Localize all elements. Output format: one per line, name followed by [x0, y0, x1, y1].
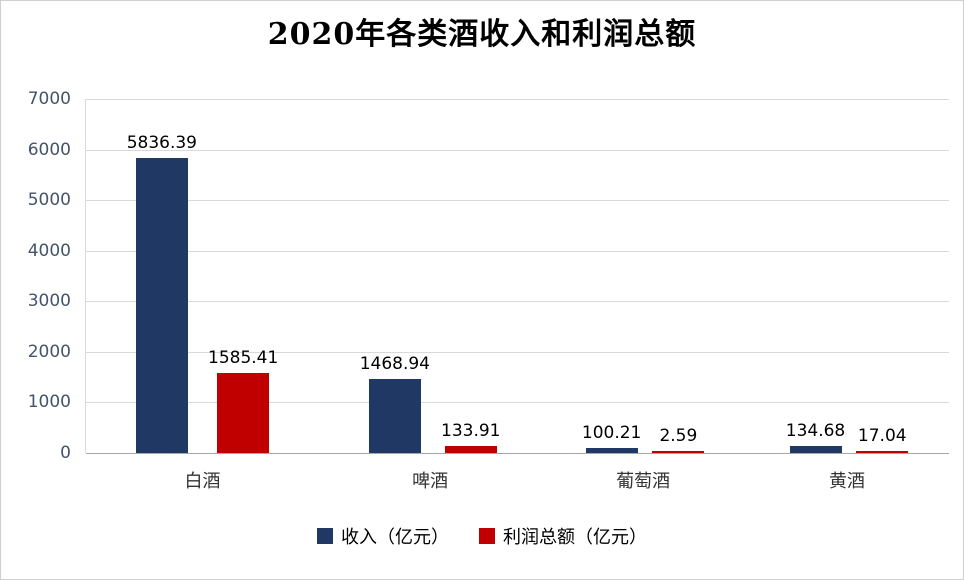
gridline — [86, 301, 949, 303]
legend-swatch-icon — [479, 528, 495, 544]
y-tick-label: 7000 — [27, 89, 71, 109]
bar-value-label: 100.21 — [581, 422, 642, 443]
x-axis-line — [86, 453, 949, 454]
bar-value-label: 2.59 — [659, 426, 698, 446]
legend-item: 收入（亿元） — [317, 523, 449, 549]
legend: 收入（亿元） 利润总额（亿元） — [1, 523, 963, 549]
bar-pair: 1468.94 133.91 — [360, 354, 501, 453]
gridline — [86, 250, 949, 252]
bar-column: 100.21 — [582, 423, 641, 453]
y-tick-label: 5000 — [27, 190, 71, 211]
chart-title: 2020年各类酒收入和利润总额 — [267, 17, 697, 52]
revenue-bar — [789, 446, 842, 453]
gridline — [86, 149, 949, 151]
bar-pair: 5836.39 1585.41 — [127, 133, 278, 453]
bar-value-label: 1468.94 — [359, 353, 431, 374]
profit-bar — [652, 451, 705, 453]
bar-column: 5836.39 — [127, 133, 197, 453]
profit-bar — [444, 446, 497, 453]
gridline — [86, 351, 949, 353]
revenue-bar — [368, 378, 421, 453]
gridline — [86, 402, 949, 404]
category-label: 葡萄酒 — [616, 471, 671, 492]
legend-label: 收入（亿元） — [341, 527, 449, 548]
bar-value-label: 17.04 — [857, 426, 907, 446]
revenue-bar — [585, 447, 638, 453]
bar-column: 133.91 — [441, 421, 501, 453]
bar-group: 1468.94 133.91 啤酒 — [360, 99, 501, 492]
legend-swatch-icon — [317, 528, 333, 544]
y-tick-label: 0 — [60, 443, 71, 463]
gridline — [86, 99, 949, 100]
bar-value-label: 5836.39 — [126, 132, 197, 153]
category-label: 啤酒 — [412, 471, 449, 492]
y-tick-label: 6000 — [27, 139, 71, 160]
bar-column: 2.59 — [652, 426, 705, 453]
profit-bar — [856, 451, 909, 453]
legend-item: 利润总额（亿元） — [479, 523, 647, 549]
bar-column: 1468.94 — [360, 354, 430, 453]
revenue-bar — [135, 157, 188, 453]
bar-column: 17.04 — [856, 426, 909, 453]
bar-value-label: 1585.41 — [208, 347, 279, 368]
bar-group: 100.21 2.59 葡萄酒 — [582, 99, 705, 492]
plot-area: 5836.39 1585.41 白酒 1468.94 133.91 啤酒 100.21 2.5… — [85, 99, 949, 492]
y-axis: 0 1000 2000 3000 4000 5000 6000 7000 — [17, 89, 85, 463]
bar-pair: 134.68 17.04 — [786, 421, 909, 453]
y-tick-label: 1000 — [27, 392, 71, 413]
y-tick-label: 2000 — [27, 341, 71, 362]
bar-groups: 5836.39 1585.41 白酒 1468.94 133.91 啤酒 100.21 2.5… — [86, 99, 949, 492]
bar-value-label: 134.68 — [785, 421, 846, 442]
bar-group: 5836.39 1585.41 白酒 — [127, 99, 279, 492]
y-tick-label: 4000 — [27, 240, 71, 261]
profit-bar — [217, 372, 270, 453]
legend-label: 利润总额（亿元） — [503, 527, 647, 548]
gridlines — [86, 99, 949, 454]
y-tick-label: 3000 — [27, 291, 71, 312]
gridline — [86, 200, 949, 202]
bar-column: 1585.41 — [208, 348, 278, 453]
bar-value-label: 133.91 — [441, 421, 501, 442]
bar-pair: 100.21 2.59 — [582, 423, 705, 453]
bar-group: 134.68 17.04 黄酒 — [786, 99, 909, 492]
chart-body: 0 1000 2000 3000 4000 5000 6000 7000 5836.39 158… — [17, 89, 949, 492]
bar-column: 134.68 — [786, 421, 845, 453]
category-label: 白酒 — [184, 471, 221, 492]
category-label: 黄酒 — [829, 471, 865, 492]
